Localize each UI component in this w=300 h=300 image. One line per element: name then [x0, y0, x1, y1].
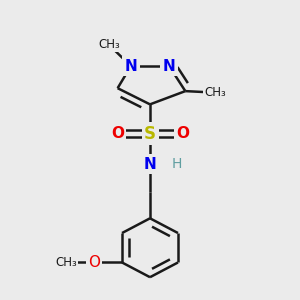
Text: N: N — [163, 58, 175, 74]
Text: N: N — [124, 58, 137, 74]
Text: S: S — [144, 125, 156, 143]
Text: CH₃: CH₃ — [98, 38, 120, 51]
Text: N: N — [144, 157, 156, 172]
Text: CH₃: CH₃ — [55, 256, 77, 269]
Text: O: O — [88, 255, 100, 270]
Text: O: O — [176, 126, 189, 141]
Text: H: H — [171, 157, 182, 171]
Text: CH₃: CH₃ — [204, 86, 226, 99]
Text: O: O — [111, 126, 124, 141]
